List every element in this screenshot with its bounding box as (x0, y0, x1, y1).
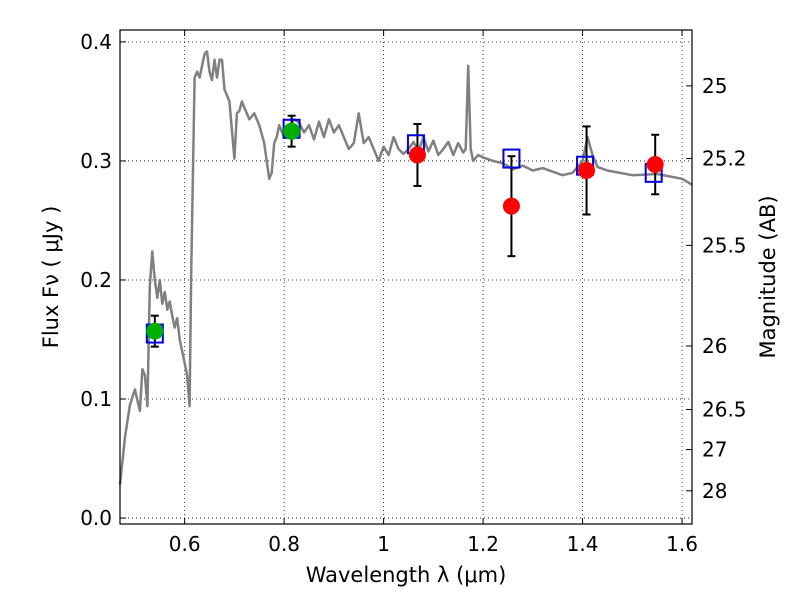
x-tick-label: 1 (377, 532, 390, 556)
y-tick-label: 0.3 (80, 149, 112, 173)
y-tick-label: 0.4 (80, 30, 112, 54)
y2-axis-title: Magnitude (AB) (756, 195, 780, 358)
grid-lines (120, 30, 692, 524)
observed-point-green (146, 322, 164, 340)
x-axis-title: Wavelength λ (μm) (306, 563, 507, 587)
y2-tick-label: 27 (702, 438, 727, 462)
x-tick-label: 0.6 (169, 532, 201, 556)
y-tick-label: 0.2 (80, 268, 112, 292)
y2-tick-label: 25 (702, 74, 727, 98)
axis-ticks: 0.6 0.8 1 1.2 1.4 1.6 0.0 0.1 0.2 0.3 0.4 25 25.2 25.… (80, 30, 746, 556)
plot-area (118, 50, 693, 485)
observed-point-red (578, 161, 596, 179)
observed-point-red (646, 156, 664, 174)
y-tick-label: 0.0 (80, 506, 112, 530)
model-spectrum-line (118, 50, 693, 485)
y2-tick-label: 28 (702, 479, 727, 503)
x-tick-label: 1.2 (467, 532, 499, 556)
observed-point-green (283, 122, 301, 140)
observed-point-red (502, 197, 520, 215)
y2-tick-label: 25.2 (702, 147, 747, 171)
y2-tick-label: 26.5 (702, 397, 747, 421)
x-tick-label: 1.4 (567, 532, 599, 556)
y-tick-label: 0.1 (80, 387, 112, 411)
y2-tick-label: 26 (702, 334, 727, 358)
observed-point-red (408, 146, 426, 164)
y-axis-title: Flux Fν ( μJy ) (39, 206, 63, 349)
x-tick-label: 0.8 (268, 532, 300, 556)
x-tick-label: 1.6 (666, 532, 698, 556)
model-photometry-square (502, 148, 521, 169)
plot-frame (119, 29, 693, 525)
y2-tick-label: 25.5 (702, 233, 747, 257)
